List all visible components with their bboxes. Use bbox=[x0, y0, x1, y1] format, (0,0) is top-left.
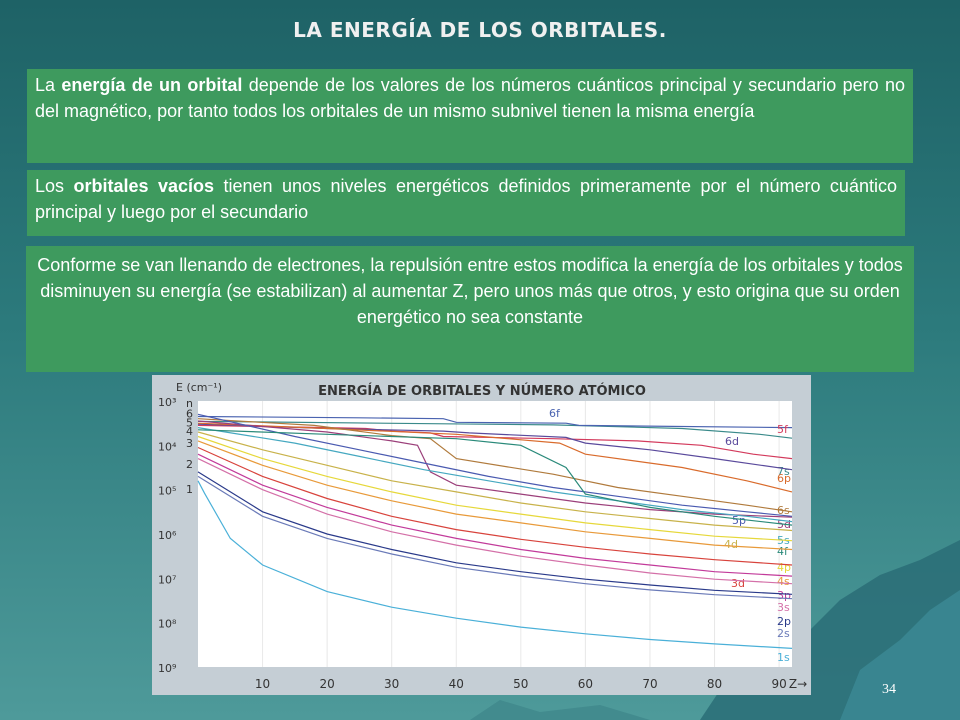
paragraph-text: Conforme se van llenando de electrones, … bbox=[37, 255, 903, 327]
x-tick-label: 20 bbox=[319, 677, 334, 691]
highlight-text: orbitales vacíos bbox=[73, 176, 215, 196]
x-tick-label: 40 bbox=[449, 677, 464, 691]
series-label-3d: 3d bbox=[731, 577, 745, 590]
series-line-2p bbox=[197, 471, 793, 595]
chart-title: ENERGÍA DE ORBITALES Y NÚMERO ATÓMICO bbox=[318, 383, 646, 399]
y-tick-label: 10⁶ bbox=[158, 529, 177, 542]
series-line-7s bbox=[197, 420, 793, 439]
orbital-energy-chart: ENERGÍA DE ORBITALES Y NÚMERO ATÓMICO E (… bbox=[152, 375, 811, 695]
series-label-2p: 2p bbox=[777, 615, 791, 628]
y-tick-label: 10⁹ bbox=[158, 662, 176, 675]
series-label-2s: 2s bbox=[777, 627, 790, 640]
series-label-1s: 1s bbox=[777, 651, 790, 664]
paragraph-text: depende de los valores de los números cu… bbox=[35, 75, 906, 121]
x-tick-label: 30 bbox=[384, 677, 399, 691]
series-line-3d bbox=[197, 446, 793, 566]
paragraph-text: tienen unos niveles energéticos definido… bbox=[35, 176, 897, 222]
shell-label: n bbox=[186, 397, 193, 410]
series-line-2s bbox=[197, 475, 793, 600]
page-number: 34 bbox=[882, 682, 896, 697]
y-tick-label: 10⁴ bbox=[158, 440, 177, 453]
x-tick-label: 60 bbox=[578, 677, 593, 691]
x-axis-label: Z→ bbox=[789, 677, 807, 691]
series-line-5s bbox=[197, 427, 793, 523]
shell-label: 6 bbox=[186, 407, 193, 420]
shell-label: 3 bbox=[186, 437, 193, 450]
paragraph-text: Los bbox=[35, 176, 74, 196]
x-tick-label: 50 bbox=[513, 677, 528, 691]
plot-area bbox=[198, 401, 792, 667]
paragraph-electron-filling: Conforme se van llenando de electrones, … bbox=[26, 246, 914, 372]
x-tick-label: 10 bbox=[255, 677, 270, 691]
series-line-6f bbox=[197, 415, 793, 429]
series-label-6p: 6p bbox=[777, 472, 791, 485]
series-label-4p: 4p bbox=[777, 561, 791, 574]
series-line-5d bbox=[197, 420, 793, 518]
series-line-3p bbox=[197, 453, 793, 577]
series-label-5f: 5f bbox=[777, 423, 789, 436]
series-line-3s bbox=[197, 458, 793, 585]
y-tick-label: 10⁷ bbox=[158, 573, 176, 586]
x-tick-label: 70 bbox=[642, 677, 657, 691]
paragraph-empty-orbitals: Los orbitales vacíos tienen unos niveles… bbox=[27, 170, 905, 236]
shell-label: 5 bbox=[186, 416, 193, 429]
y-tick-label: 10⁵ bbox=[158, 485, 176, 498]
series-line-5f bbox=[197, 424, 793, 460]
series-line-5p bbox=[197, 413, 793, 517]
y-tick-label: 10³ bbox=[158, 396, 176, 409]
series-label-4f: 4f bbox=[777, 545, 789, 558]
shell-label: 4 bbox=[186, 425, 193, 438]
series-line-6d bbox=[197, 423, 793, 471]
paragraph-orbital-energy: La energía de un orbital depende de los … bbox=[27, 69, 913, 163]
slide-title: LA ENERGÍA DE LOS ORBITALES. bbox=[293, 18, 667, 42]
series-line-6s bbox=[197, 418, 793, 513]
chart-svg: ENERGÍA DE ORBITALES Y NÚMERO ATÓMICO E (… bbox=[158, 381, 807, 691]
x-tick-label: 80 bbox=[707, 677, 722, 691]
series-label-5p: 5p bbox=[732, 514, 746, 527]
shell-label: 2 bbox=[186, 458, 193, 471]
shell-label: 1 bbox=[186, 483, 193, 496]
y-tick-label: 10⁸ bbox=[158, 618, 177, 631]
series-label-6f: 6f bbox=[549, 407, 561, 420]
series-line-4s bbox=[197, 440, 793, 551]
x-tick-label: 90 bbox=[771, 677, 786, 691]
series-line-4p bbox=[197, 435, 793, 542]
series-line-4d bbox=[197, 431, 793, 532]
series-line-1s bbox=[197, 480, 793, 649]
series-label-6d: 6d bbox=[725, 435, 739, 448]
series-label-3s: 3s bbox=[777, 601, 790, 614]
y-axis-label: E (cm⁻¹) bbox=[176, 381, 222, 394]
series-label-4s: 4s bbox=[777, 575, 790, 588]
highlight-text: energía de un orbital bbox=[61, 75, 243, 95]
series-label-6s: 6s bbox=[777, 504, 790, 517]
series-label-4d: 4d bbox=[724, 538, 738, 551]
series-line-4f bbox=[197, 429, 793, 526]
paragraph-text: La bbox=[35, 75, 62, 95]
